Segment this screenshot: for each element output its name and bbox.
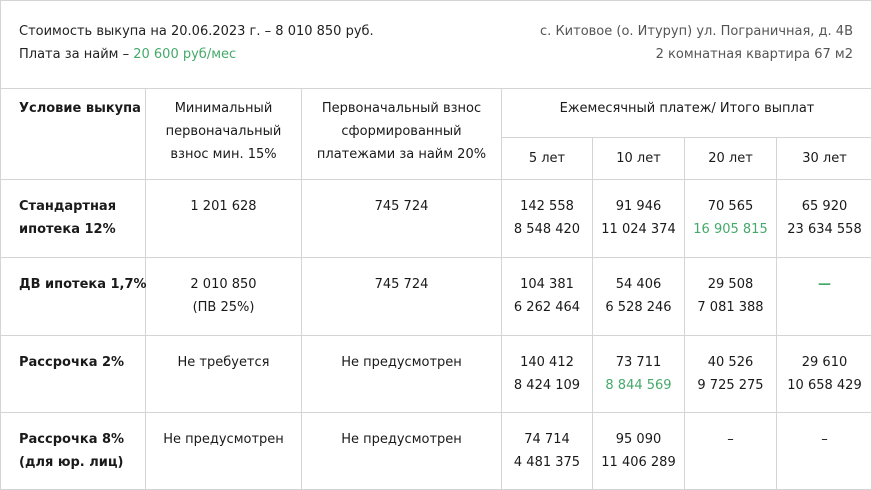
rent-line: Плата за найм – 20 600 руб/мес [19, 47, 236, 63]
rent-label: Плата за найм – [19, 47, 130, 62]
col-header-line: сформированный [341, 124, 462, 139]
min-down-line: 2 010 850 [190, 277, 257, 292]
payment-5y: 104 381 6 262 464 [502, 273, 592, 319]
min-down-line: (ПВ 25%) [192, 300, 255, 315]
divider [592, 137, 593, 490]
row-condition-line: (для юр. лиц) [19, 455, 124, 470]
total-payment: 23 634 558 [787, 222, 862, 237]
total-payment: 10 658 429 [787, 378, 862, 393]
payment-20y: 40 526 9 725 275 [685, 351, 776, 397]
total-payment: 9 725 275 [697, 378, 764, 393]
monthly-payment: 29 508 [707, 277, 754, 292]
col-header-monthly: Ежемесячный платеж/ Итого выплат [559, 101, 815, 116]
payment-30y-unavailable: – [821, 432, 828, 447]
monthly-payment: 91 946 [615, 199, 662, 214]
year-5: 5 лет [528, 151, 566, 166]
min-down-value: Не требуется [177, 355, 270, 370]
payment-20y-unavailable: – [727, 432, 734, 447]
total-payment: 4 481 375 [513, 455, 581, 470]
monthly-payment: 73 711 [615, 355, 662, 370]
col-header-line: Первоначальный взнос [321, 101, 482, 116]
payment-10y: 95 090 11 406 289 [593, 428, 684, 474]
divider [501, 88, 502, 490]
monthly-payment: 95 090 [615, 432, 662, 447]
address: с. Китовое (о. Итуруп) ул. Пограничная, … [540, 24, 853, 39]
monthly-payment: 40 526 [707, 355, 754, 370]
initial-down-value: 745 724 [374, 277, 429, 292]
total-payment: 11 024 374 [601, 222, 676, 237]
min-down-value: Не предусмотрен [163, 432, 284, 447]
year-10: 10 лет [616, 151, 661, 166]
col-header-line: Минимальный [174, 101, 273, 116]
divider [0, 412, 872, 413]
monthly-payment: 104 381 [520, 277, 574, 292]
divider [776, 137, 777, 490]
total-payment: 8 424 109 [513, 378, 581, 393]
row-condition: ДВ ипотека 1,7% [19, 277, 147, 292]
total-payment-highlight: 8 844 569 [605, 378, 672, 393]
total-payment: 6 528 246 [605, 300, 672, 315]
col-header-line: взнос мин. 15% [170, 147, 277, 162]
monthly-payment: 74 714 [524, 432, 570, 447]
payment-20y: 29 508 7 081 388 [685, 273, 776, 319]
payment-10y: 91 946 11 024 374 [593, 195, 684, 241]
initial-down-value: Не предусмотрен [341, 432, 462, 447]
total-payment: 8 548 420 [513, 222, 581, 237]
payment-30y-unavailable: — [818, 277, 831, 292]
payment-5y: 140 412 8 424 109 [502, 351, 592, 397]
year-30: 30 лет [802, 151, 847, 166]
col-header-condition: Условие выкупа [19, 101, 141, 116]
row-condition: Рассрочка 2% [19, 355, 125, 370]
total-payment: 6 262 464 [513, 300, 581, 315]
payment-10y: 73 711 8 844 569 [593, 351, 684, 397]
buyout-price: Стоимость выкупа на 20.06.2023 г. – 8 01… [19, 24, 374, 39]
row-condition-line: Рассрочка 8% [19, 432, 125, 447]
col-header-initial-down: Первоначальный взнос сформированный плат… [302, 97, 501, 166]
monthly-payment: 70 565 [707, 199, 754, 214]
divider [301, 88, 302, 490]
total-payment: 11 406 289 [601, 455, 676, 470]
payment-20y: 70 565 16 905 815 [685, 195, 776, 241]
divider [0, 179, 872, 180]
divider [0, 335, 872, 336]
divider [684, 137, 685, 490]
apartment-info: 2 комнатная квартира 67 м2 [655, 47, 853, 62]
payment-30y: 65 920 23 634 558 [777, 195, 872, 241]
row-condition-line: ипотека 12% [19, 222, 116, 237]
min-down-value: 1 201 628 [190, 199, 257, 214]
total-payment: 7 081 388 [697, 300, 764, 315]
monthly-payment: 142 558 [520, 199, 574, 214]
total-payment-highlight: 16 905 815 [693, 222, 768, 237]
monthly-payment: 29 610 [801, 355, 848, 370]
year-20: 20 лет [708, 151, 753, 166]
initial-down-value: Не предусмотрен [341, 355, 462, 370]
payment-30y: 29 610 10 658 429 [777, 351, 872, 397]
row-condition-line: Стандартная [19, 199, 117, 214]
payment-10y: 54 406 6 528 246 [593, 273, 684, 319]
monthly-payment: 140 412 [520, 355, 574, 370]
monthly-payment: 54 406 [615, 277, 662, 292]
row-condition: Стандартная ипотека 12% [19, 195, 116, 241]
divider [0, 257, 872, 258]
row-condition: Рассрочка 8% (для юр. лиц) [19, 428, 124, 474]
col-header-min-down: Минимальный первоначальный взнос мин. 15… [146, 97, 301, 166]
rent-value: 20 600 руб/мес [133, 47, 237, 62]
col-header-line: первоначальный [165, 124, 282, 139]
divider [501, 137, 872, 138]
payment-5y: 74 714 4 481 375 [502, 428, 592, 474]
payment-5y: 142 558 8 548 420 [502, 195, 592, 241]
min-down-value: 2 010 850 (ПВ 25%) [146, 273, 301, 319]
divider [145, 88, 146, 490]
col-header-line: платежами за найм 20% [316, 147, 487, 162]
divider [0, 88, 872, 89]
initial-down-value: 745 724 [374, 199, 429, 214]
monthly-payment: 65 920 [801, 199, 848, 214]
